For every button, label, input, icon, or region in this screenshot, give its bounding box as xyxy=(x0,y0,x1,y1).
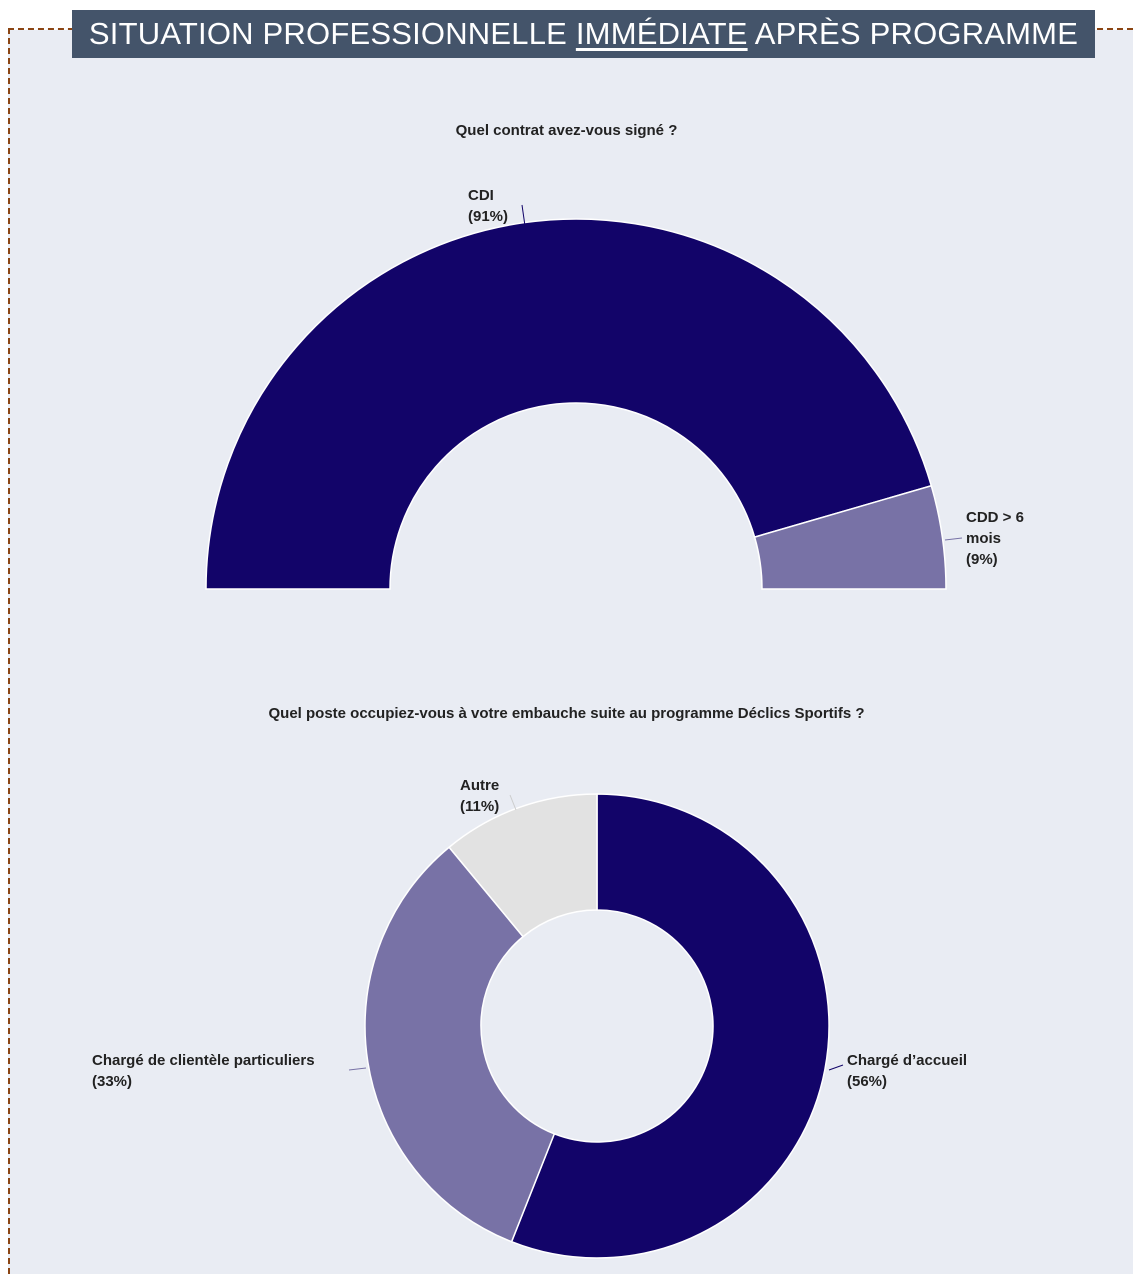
position-leader-clientele xyxy=(348,1067,367,1071)
contract-chart-title: Quel contrat avez-vous signé ? xyxy=(455,122,678,139)
position-slice-1 xyxy=(510,793,830,1259)
contract-slice-2 xyxy=(753,484,947,590)
position-leader-autre xyxy=(509,794,517,811)
position-label-autre: Autre (11%) xyxy=(460,777,499,815)
position-label-clientele: Chargé de clientèle particuliers (33%) xyxy=(92,1052,315,1090)
banner-title: SITUATION PROFESSIONNELLE IMMÉDIATE APRÈ… xyxy=(88,16,1079,51)
position-chart-title: Quel poste occupiez-vous à votre embauch… xyxy=(268,705,865,722)
contract-leader-cdd xyxy=(944,537,963,541)
position-slice-2 xyxy=(364,846,556,1243)
frame-border-left xyxy=(8,28,10,1274)
position-label-accueil: Chargé d’accueil (56%) xyxy=(847,1052,967,1090)
contract-slice-1 xyxy=(205,218,933,590)
contract-label-cdd: CDD > 6 mois (9%) xyxy=(966,509,1024,568)
section-banner: SITUATION PROFESSIONNELLE IMMÉDIATE APRÈ… xyxy=(72,10,1095,58)
contract-label-cdi: CDI (91%) xyxy=(468,187,508,225)
position-slice-3 xyxy=(448,793,598,938)
contract-leader-cdi xyxy=(521,204,526,227)
position-leader-accueil xyxy=(828,1064,844,1071)
